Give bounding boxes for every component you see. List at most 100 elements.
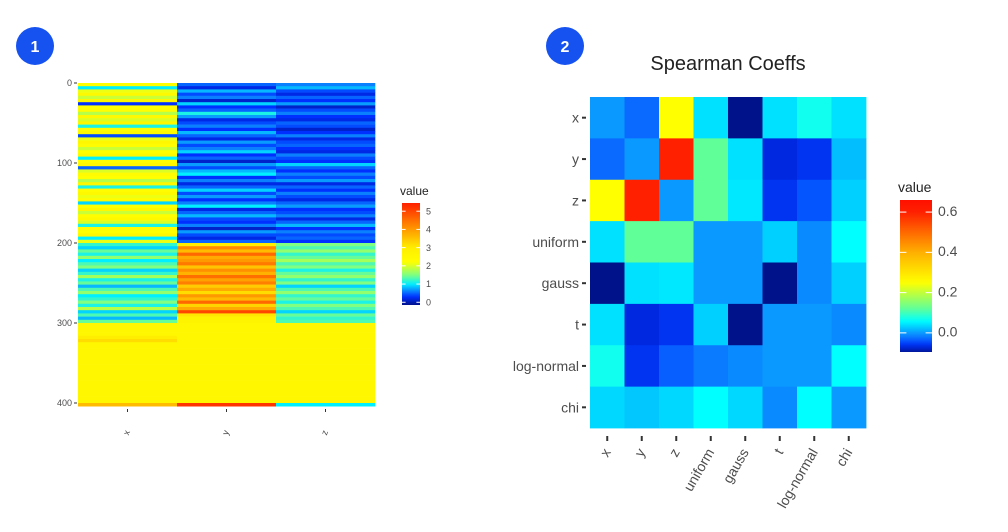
heatmap-stripe-z	[276, 179, 376, 183]
heatmap-stripe-z	[276, 361, 376, 365]
heatmap-stripe-y	[177, 390, 277, 394]
heatmap-stripe-x	[78, 329, 178, 333]
heatmap-stripe-y	[177, 191, 277, 196]
heatmap-stripe-y	[177, 86, 277, 90]
heatmap-stripe-z	[276, 83, 376, 87]
heatmap-stripe-y	[177, 351, 277, 356]
heatmap-stripe-y	[177, 348, 277, 353]
heatmap-stripe-y	[177, 223, 277, 228]
heatmap-stripe-y	[177, 345, 277, 349]
heatmap-stripe-x	[78, 118, 178, 122]
heatmap-stripe-z	[276, 284, 376, 289]
heatmap-stripe-y	[177, 134, 277, 138]
heatmap-stripe-x	[78, 223, 178, 228]
heatmap-stripe-x	[78, 153, 178, 157]
heatmap-stripe-y	[177, 204, 277, 209]
heatmap-stripe-x	[78, 105, 178, 109]
heatmap-stripe-z	[276, 399, 376, 404]
heatmap-stripe-x	[78, 239, 178, 244]
heatmap-stripe-x	[78, 377, 178, 381]
heatmap-stripe-y	[177, 163, 277, 167]
heatmap-stripe-z	[276, 351, 376, 356]
heatmap-cell-y-z	[659, 138, 694, 181]
heatmap-stripe-x	[78, 175, 178, 180]
heatmap-stripe-y	[177, 227, 277, 231]
heatmap-stripe-z	[276, 345, 376, 349]
heatmap-stripe-x	[78, 169, 178, 173]
heatmap-stripe-z	[276, 249, 376, 253]
heatmap-stripe-x	[78, 246, 178, 250]
heatmap-stripe-x	[78, 182, 178, 186]
heatmap-stripe-x	[78, 99, 178, 103]
heatmap-stripe-z	[276, 131, 376, 135]
heatmap-stripe-x	[78, 95, 178, 100]
heatmap-stripe-x	[78, 380, 178, 385]
heatmap-stripe-y	[177, 291, 277, 295]
heatmap-stripe-y	[177, 335, 277, 340]
heatmap-stripe-x	[78, 179, 178, 183]
heatmap-stripe-y	[177, 207, 277, 212]
heatmap-stripe-y	[177, 367, 277, 372]
heatmap-stripe-y	[177, 393, 277, 397]
heatmap-stripe-z	[276, 220, 376, 225]
heatmap-stripe-z	[276, 326, 376, 330]
heatmap-stripe-x	[78, 278, 178, 282]
heatmap-stripe-z	[276, 95, 376, 100]
heatmap-stripe-z	[276, 390, 376, 394]
y-tick-label: x	[572, 110, 579, 126]
heatmap-stripe-z	[276, 380, 376, 385]
heatmap-stripe-z	[276, 262, 376, 266]
heatmap-stripe-z	[276, 403, 376, 407]
heatmap-stripe-y	[177, 329, 277, 333]
heatmap-stripe-y	[177, 195, 277, 199]
heatmap-stripe-x	[78, 143, 178, 148]
heatmap-stripe-z	[276, 166, 376, 170]
heatmap-stripe-z	[276, 137, 376, 141]
heatmap-stripe-z	[276, 86, 376, 90]
heatmap-stripe-x	[78, 291, 178, 295]
heatmap-stripe-y	[177, 220, 277, 225]
badge-1: 1	[16, 27, 54, 65]
heatmap-stripe-x	[78, 214, 178, 218]
heatmap-cell-chi-gauss	[728, 386, 763, 429]
heatmap-stripe-z	[276, 201, 376, 205]
heatmap-stripe-y	[177, 255, 277, 260]
heatmap-cell-gauss-x	[590, 262, 625, 305]
heatmap-cell-gauss-z	[659, 262, 694, 305]
heatmap-cell-log-normal-x	[590, 345, 625, 388]
heatmap-cell-t-log-normal	[797, 303, 832, 346]
heatmap-stripe-x	[78, 227, 178, 231]
heatmap-stripe-z	[276, 217, 376, 221]
heatmap-stripe-x	[78, 303, 178, 308]
heatmap-cell-gauss-t	[762, 262, 798, 305]
heatmap-cell-uniform-chi	[831, 221, 867, 263]
heatmap-stripe-y	[177, 159, 277, 164]
heatmap-stripe-x	[78, 348, 178, 353]
y-tick-label: y	[572, 151, 579, 167]
heatmap-stripe-x	[78, 89, 178, 93]
heatmap-stripe-z	[276, 172, 376, 177]
heatmap-stripe-y	[177, 239, 277, 244]
heatmap-stripe-z	[276, 230, 376, 234]
heatmap-stripe-z	[276, 147, 376, 151]
heatmap-stripe-x	[78, 86, 178, 90]
legend-tick-label: 4	[426, 225, 431, 235]
heatmap-stripe-z	[276, 329, 376, 333]
heatmap-stripe-y	[177, 153, 277, 157]
heatmap-stripe-y	[177, 307, 277, 311]
heatmap-stripe-x	[78, 108, 178, 113]
heatmap-stripe-y	[177, 217, 277, 221]
legend-title: value	[898, 179, 932, 195]
heatmap-stripe-z	[276, 243, 376, 247]
heatmap-stripe-x	[78, 201, 178, 205]
heatmap-stripe-z	[276, 204, 376, 209]
heatmap-stripe-x	[78, 403, 178, 407]
heatmap-stripe-y	[177, 339, 277, 343]
heatmap-stripe-y	[177, 332, 277, 337]
heatmap-stripe-x	[78, 204, 178, 209]
heatmap-stripe-z	[276, 355, 376, 359]
heatmap-stripe-z	[276, 175, 376, 180]
heatmap-stripe-z	[276, 271, 376, 276]
heatmap-cell-log-normal-y	[624, 345, 660, 388]
heatmap-cell-log-normal-t	[762, 345, 798, 388]
